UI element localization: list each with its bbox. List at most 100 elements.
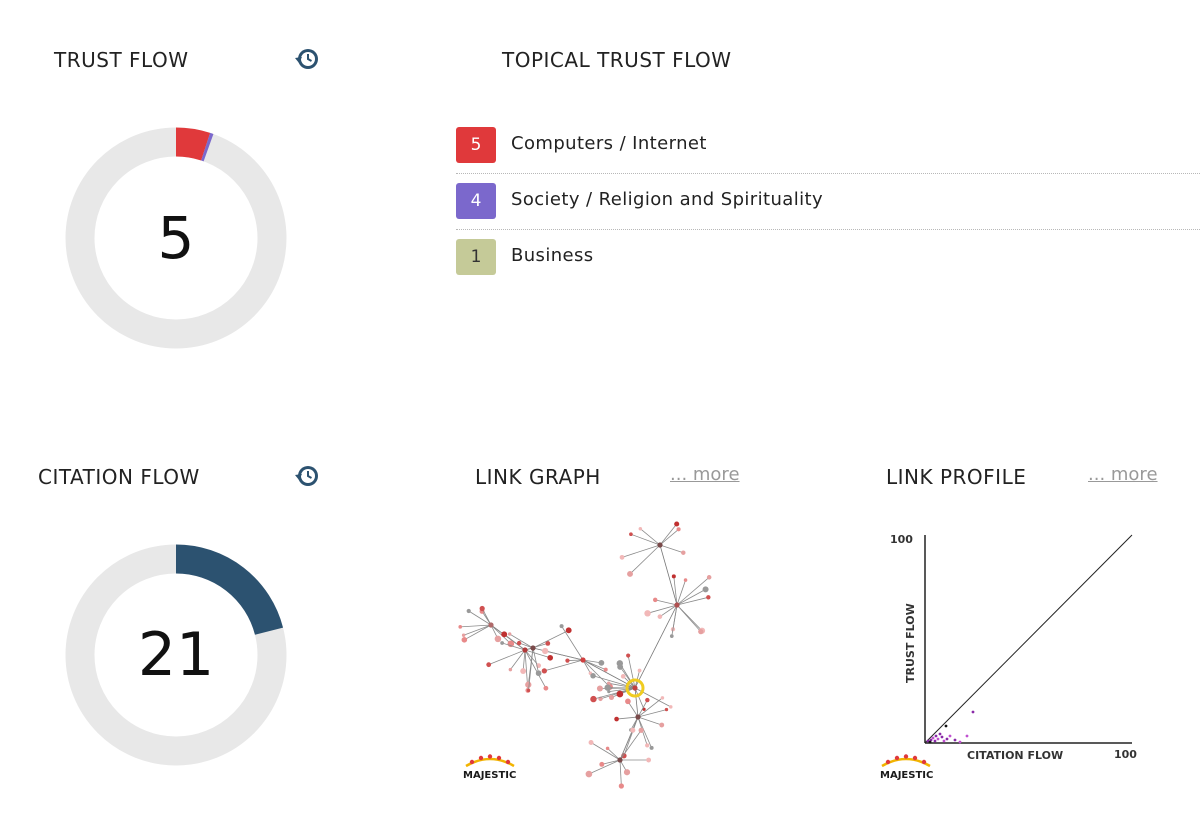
- graph-edge: [637, 699, 648, 718]
- graph-node: [535, 670, 542, 677]
- topical-trust-flow-heading: TOPICAL TRUST FLOW: [502, 48, 732, 72]
- graph-node: [541, 668, 547, 674]
- graph-node: [676, 527, 681, 532]
- graph-edge: [629, 544, 661, 575]
- graph-edge: [590, 742, 621, 761]
- citation-flow-history-icon[interactable]: [292, 461, 322, 491]
- graph-node: [466, 608, 471, 614]
- graph-edge: [532, 629, 569, 649]
- graph-node: [635, 714, 641, 720]
- graph-edge: [647, 604, 678, 614]
- graph-node: [508, 667, 513, 672]
- graph-node: [520, 668, 527, 674]
- y-axis-max-label: 100: [890, 533, 913, 546]
- graph-node: [580, 657, 586, 663]
- citation-flow-donut: [65, 544, 287, 766]
- graph-edge: [582, 659, 636, 689]
- graph-node: [681, 550, 686, 555]
- graph-node: [500, 641, 505, 645]
- graph-node: [632, 685, 638, 691]
- graph-edge: [528, 647, 534, 691]
- graph-edge: [619, 666, 636, 689]
- topic-score-badge: 4: [456, 183, 496, 219]
- graph-edge: [634, 604, 678, 689]
- graph-edge: [637, 716, 662, 726]
- graph-node: [626, 653, 631, 658]
- graph-node: [671, 574, 676, 579]
- donut-segment: [65, 544, 287, 766]
- graph-node: [565, 627, 572, 634]
- graph-node: [627, 570, 633, 577]
- graph-edge: [490, 624, 512, 645]
- topic-row[interactable]: 5 Computers / Internet: [456, 117, 1200, 174]
- graph-edge: [524, 649, 551, 659]
- graph-node: [479, 605, 485, 612]
- graph-edge: [676, 577, 710, 606]
- link-graph-network[interactable]: [455, 520, 735, 790]
- graph-edge: [510, 649, 526, 670]
- graph-node: [590, 673, 596, 679]
- graph-node: [547, 654, 554, 661]
- topic-row[interactable]: 4 Society / Religion and Spirituality: [456, 173, 1200, 230]
- majestic-logo: MAJESTIC: [463, 754, 516, 781]
- graph-edge: [545, 650, 584, 661]
- graph-edge: [640, 528, 661, 546]
- citation-flow-heading: CITATION FLOW: [38, 465, 200, 489]
- graph-node: [522, 647, 528, 653]
- graph-node: [629, 532, 633, 537]
- graph-edge: [659, 544, 678, 606]
- topic-row[interactable]: 1 Business: [456, 229, 1200, 285]
- trust-flow-heading: TRUST FLOW: [54, 48, 189, 72]
- graph-edge: [634, 687, 645, 710]
- graph-edge: [561, 625, 584, 661]
- link-graph-more-link[interactable]: ... more: [670, 464, 740, 485]
- graph-edge: [659, 523, 678, 546]
- link-profile-more-link[interactable]: ... more: [1088, 464, 1158, 485]
- graph-node: [659, 722, 665, 728]
- graph-edge: [616, 716, 639, 720]
- x-axis-label: CITATION FLOW: [967, 749, 1063, 762]
- graph-edge: [502, 642, 526, 651]
- graph-edge: [659, 544, 684, 554]
- graph-edge: [676, 604, 702, 632]
- link-graph-heading: LINK GRAPH: [475, 465, 601, 489]
- graph-edge: [619, 730, 634, 761]
- graph-edge: [601, 759, 621, 765]
- graph-node: [653, 597, 658, 603]
- graph-node: [698, 628, 704, 635]
- graph-node: [616, 690, 624, 698]
- y-axis-label: TRUST FLOW: [904, 603, 917, 683]
- graph-node: [664, 707, 669, 712]
- graph-edge: [588, 759, 621, 775]
- graph-edge: [464, 624, 492, 641]
- trust-flow-history-icon[interactable]: [292, 44, 322, 74]
- graph-node: [674, 521, 680, 527]
- graph-node: [683, 578, 688, 582]
- trust-flow-donut: [65, 127, 287, 349]
- graph-node: [590, 695, 597, 703]
- graph-node: [501, 631, 508, 638]
- majestic-logo: MAJESTIC: [880, 754, 933, 781]
- graph-edge: [607, 748, 621, 761]
- graph-node: [545, 641, 551, 646]
- graph-node: [516, 640, 522, 646]
- graph-node: [706, 575, 712, 580]
- graph-edge: [619, 759, 622, 787]
- graph-node: [638, 526, 643, 531]
- graph-edge: [627, 701, 639, 718]
- graph-node: [599, 761, 605, 767]
- graph-node: [702, 586, 709, 593]
- graph-node: [526, 688, 531, 693]
- graph-edge: [582, 659, 606, 671]
- graph-node: [606, 681, 611, 686]
- topic-label: Society / Religion and Spirituality: [511, 189, 824, 210]
- graph-node: [458, 625, 463, 629]
- graph-edge: [637, 697, 663, 718]
- graph-edge: [676, 596, 709, 606]
- graph-node: [494, 635, 502, 643]
- graph-node: [645, 743, 650, 748]
- topic-score-badge: 5: [456, 127, 496, 163]
- graph-node: [649, 745, 654, 750]
- link-profile-chart[interactable]: 100 100 CITATION FLOW TRUST FLOW: [870, 525, 1150, 790]
- graph-node: [642, 707, 646, 711]
